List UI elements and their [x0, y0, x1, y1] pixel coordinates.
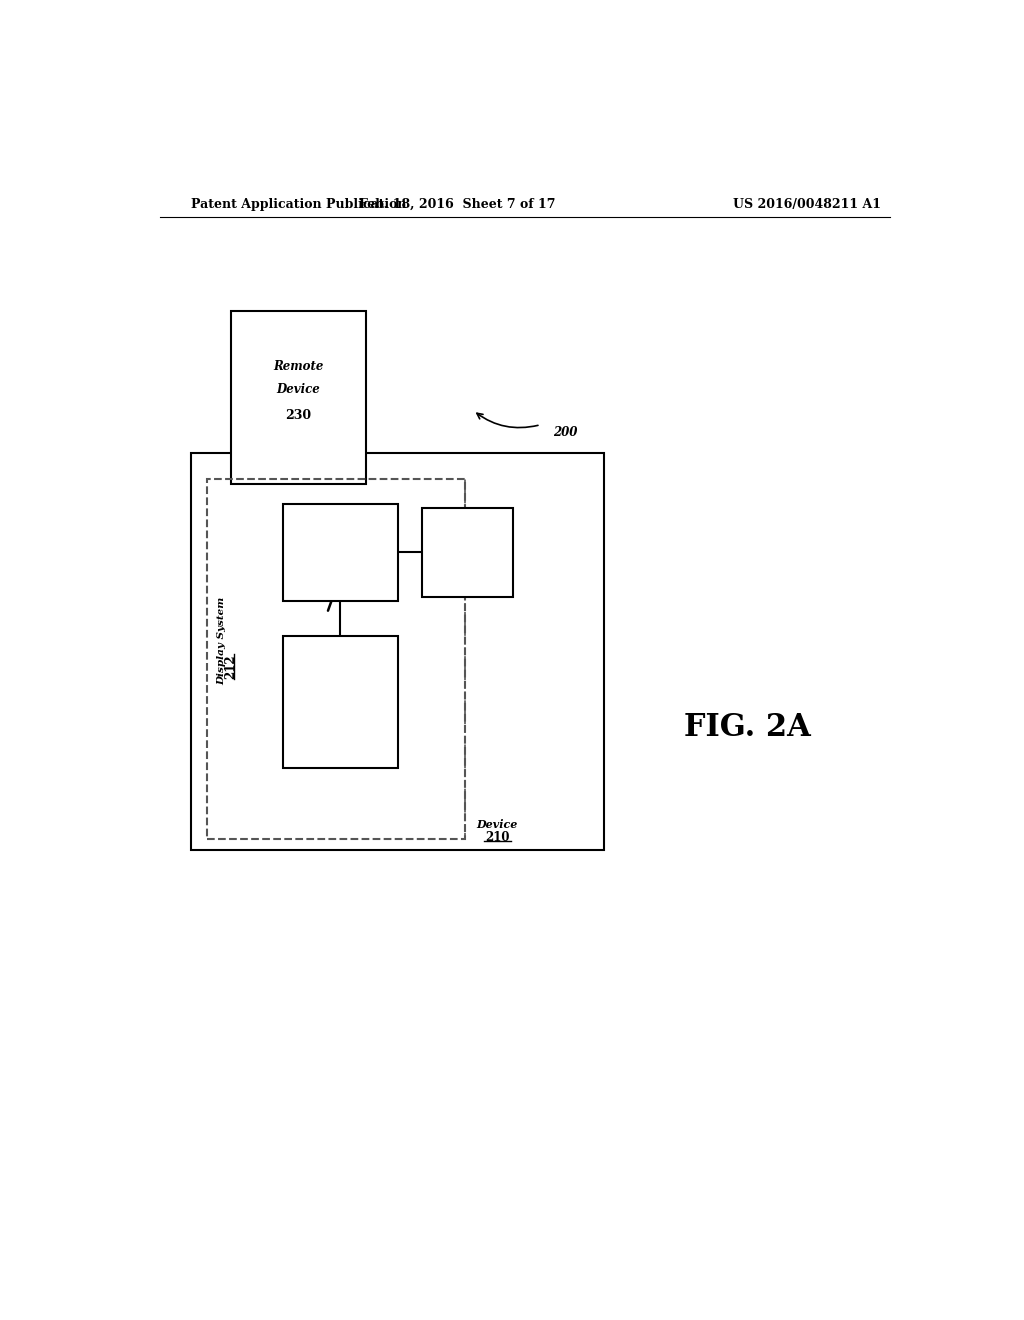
- Text: 212: 212: [224, 655, 238, 678]
- Text: Patent Application Publication: Patent Application Publication: [191, 198, 407, 211]
- Text: Processor: Processor: [311, 533, 369, 543]
- Text: 200: 200: [553, 426, 577, 440]
- Text: 216: 216: [328, 701, 352, 714]
- Text: Feb. 18, 2016  Sheet 7 of 17: Feb. 18, 2016 Sheet 7 of 17: [359, 198, 556, 211]
- Text: 230: 230: [286, 409, 311, 422]
- Bar: [283, 636, 397, 768]
- Bar: [422, 508, 513, 598]
- Text: 214: 214: [328, 554, 352, 568]
- Text: Device: Device: [476, 818, 518, 830]
- Text: 220: 220: [367, 520, 390, 533]
- Text: Memory: Memory: [443, 535, 492, 544]
- Bar: [231, 312, 367, 483]
- Text: 210: 210: [484, 830, 509, 843]
- Text: 218: 218: [455, 557, 479, 569]
- Text: Device: Device: [276, 383, 321, 396]
- Bar: [283, 504, 397, 601]
- Text: Display System: Display System: [217, 597, 226, 685]
- Text: US 2016/0048211 A1: US 2016/0048211 A1: [732, 198, 881, 211]
- Text: Display: Display: [318, 680, 361, 688]
- Text: Remote: Remote: [273, 360, 324, 374]
- Bar: [191, 453, 604, 850]
- Bar: [207, 479, 465, 840]
- Text: FIG. 2A: FIG. 2A: [684, 711, 810, 743]
